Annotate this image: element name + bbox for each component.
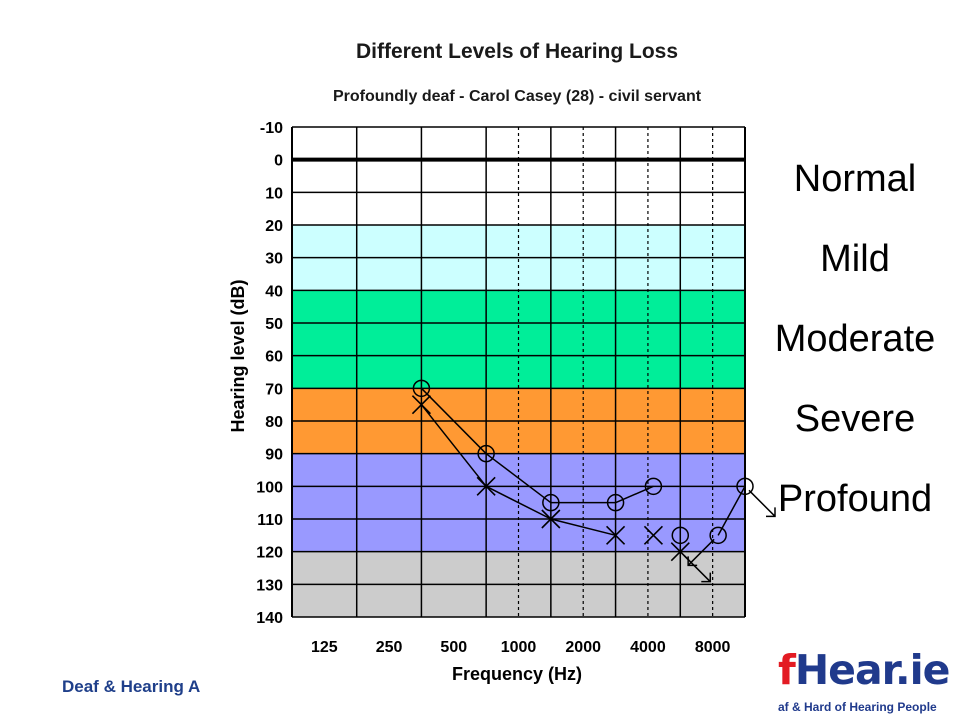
- series-cross-segment-1: [485, 485, 552, 520]
- y-tick-labels: -10 0 10 20 30 40 50 60 70 80 90 100 110 120 130 140: [256, 120, 283, 627]
- series-circle-segment-3: [615, 485, 654, 504]
- y-tick-label-0: -10: [260, 120, 283, 137]
- y-tick-label-13: 120: [256, 545, 283, 562]
- y-tick-label-5: 40: [265, 283, 283, 300]
- logo: fHear.ie: [778, 646, 951, 694]
- x-tick-label-0: 125: [311, 639, 338, 656]
- chart-title: Different Levels of Hearing Loss: [355, 40, 679, 63]
- legend-label-severe: Severe: [794, 398, 916, 440]
- x-axis-label: Frequency (Hz): [452, 664, 582, 684]
- series: [411, 379, 776, 583]
- x-tick-label-6: 8000: [695, 639, 731, 656]
- y-tick-label-9: 80: [265, 414, 283, 431]
- point-circle-0: [412, 379, 431, 398]
- y-tick-label-6: 50: [265, 316, 283, 333]
- grid: [291, 126, 746, 618]
- series-circle-segment-0: [420, 387, 487, 455]
- legend-label-moderate: Moderate: [774, 318, 936, 360]
- x-tick-label-5: 4000: [630, 639, 666, 656]
- logo-tagline: af & Hard of Hearing People: [778, 700, 937, 714]
- logo-rest: Hear.ie: [794, 646, 951, 694]
- no-response-arrow-cross-0: [683, 555, 712, 583]
- y-tick-label-3: 20: [265, 218, 283, 235]
- point-circle-4: [644, 477, 663, 496]
- y-tick-label-2: 10: [265, 185, 283, 202]
- point-circle-6: [709, 526, 727, 545]
- point-circle-3: [606, 493, 625, 512]
- chart-subtitle: Profoundly deaf - Carol Casey (28) - civ…: [332, 88, 702, 105]
- series-circle-segment-4: [717, 485, 746, 536]
- point-circle-5: [671, 526, 690, 545]
- point-cross-4: [643, 525, 663, 545]
- y-tick-label-7: 60: [265, 349, 283, 366]
- logo-f: f: [778, 646, 796, 694]
- footer-text: Deaf & Hearing A: [62, 677, 201, 696]
- y-tick-label-12: 110: [257, 512, 283, 529]
- point-cross-1: [476, 476, 496, 496]
- point-circle-7: [736, 477, 754, 496]
- legend-label-normal: Normal: [793, 158, 917, 200]
- y-tick-label-15: 140: [256, 610, 283, 627]
- point-cross-2: [541, 509, 561, 529]
- series-cross-segment-2: [550, 518, 616, 537]
- y-tick-label-1: 0: [274, 153, 283, 170]
- x-tick-label-2: 500: [440, 639, 467, 656]
- x-tick-label-4: 2000: [565, 639, 601, 656]
- x-tick-label-3: 1000: [501, 639, 537, 656]
- y-axis-label: Hearing level (dB): [228, 279, 248, 432]
- y-tick-label-4: 30: [265, 251, 283, 268]
- point-cross-0: [411, 395, 431, 415]
- point-cross-3: [606, 525, 626, 545]
- y-tick-label-11: 100: [256, 479, 283, 496]
- series-cross: [411, 395, 712, 583]
- x-tick-label-1: 250: [376, 639, 403, 656]
- legend-label-profound: Profound: [777, 478, 933, 520]
- legend-label-mild: Mild: [820, 238, 890, 280]
- y-tick-label-10: 90: [265, 447, 283, 464]
- point-circle-2: [542, 493, 560, 512]
- series-circle-segment-1: [485, 453, 552, 504]
- series-cross-segment-0: [420, 404, 487, 487]
- y-tick-label-14: 130: [256, 577, 283, 594]
- no-response-arrow-circle-1: [748, 489, 776, 518]
- y-tick-label-8: 70: [265, 381, 283, 398]
- point-circle-1: [477, 444, 495, 463]
- x-tick-labels: 125 250 500 1000 2000 4000 8000: [311, 639, 731, 656]
